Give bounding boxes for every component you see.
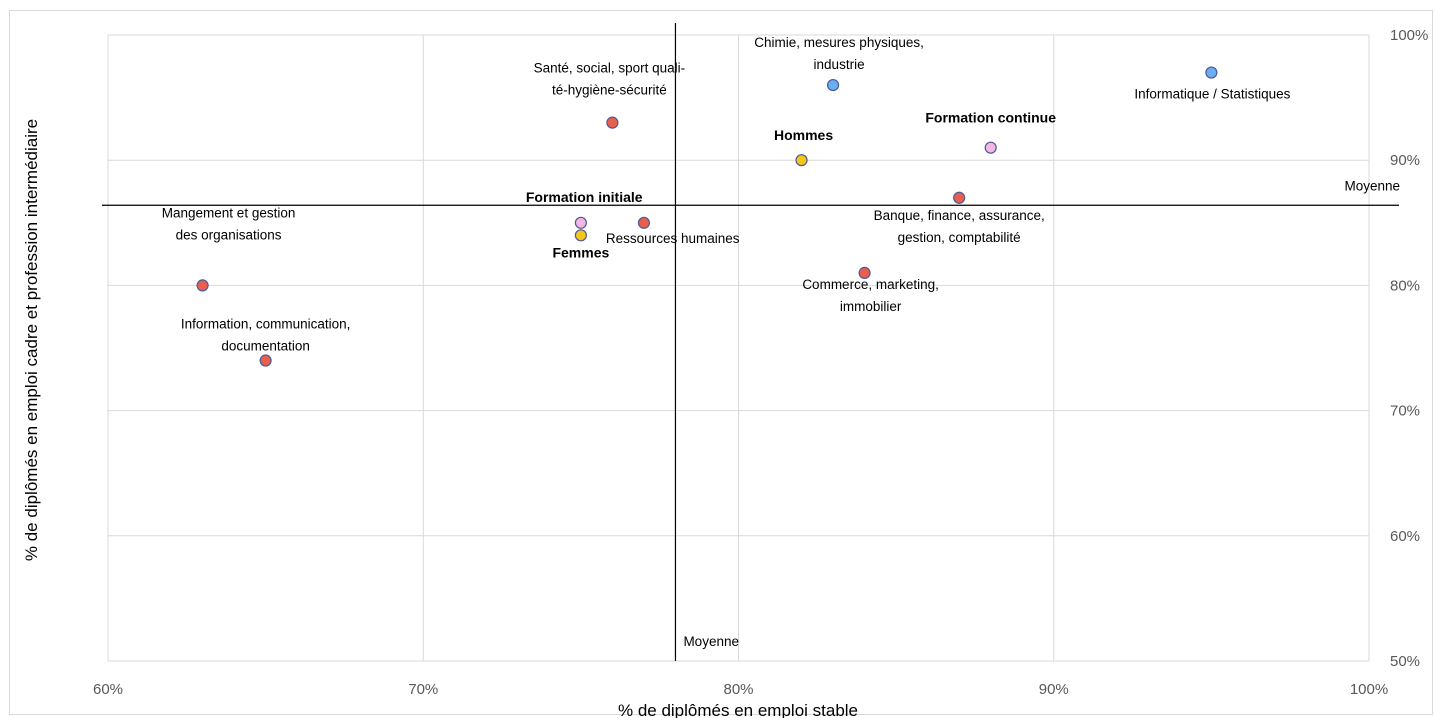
data-label: Mangement et gestion <box>162 205 296 220</box>
data-point <box>826 78 840 92</box>
y-tick-label: 80% <box>1390 277 1420 294</box>
x-mean-label: Moyenne <box>683 634 739 649</box>
x-tick-label: 90% <box>1039 681 1069 698</box>
data-label: Banque, finance, assurance, <box>874 208 1045 223</box>
data-label: Chimie, mesures physiques, <box>754 35 924 50</box>
data-point <box>953 191 966 204</box>
data-label: Formation initiale <box>526 189 643 205</box>
mean-reference-lines: Moyenne Moyenne <box>102 23 1400 661</box>
y-axis-title: % de diplômés en emploi cadre et profess… <box>22 119 41 561</box>
data-point <box>858 266 871 279</box>
data-point <box>574 216 587 229</box>
data-point <box>1205 66 1218 79</box>
data-label: Commerce, marketing, <box>802 277 939 292</box>
y-tick-label: 50% <box>1390 653 1420 670</box>
data-label: Ressources humaines <box>606 231 740 246</box>
data-point <box>574 229 587 242</box>
y-tick-label: 100% <box>1390 27 1428 44</box>
data-label: immobilier <box>840 299 902 314</box>
data-label: Informatique / Statistiques <box>1134 87 1290 102</box>
data-label: des organisations <box>176 227 282 242</box>
data-point <box>606 116 619 129</box>
data-point <box>259 354 272 367</box>
data-label: gestion, comptabilité <box>898 230 1021 245</box>
data-label: documentation <box>221 339 310 354</box>
x-tick-label: 70% <box>408 681 438 698</box>
point-labels: Santé, social, sport quali-té-hygiène-sé… <box>162 35 1291 353</box>
chart-frame <box>9 10 1433 715</box>
data-label: Hommes <box>774 127 833 143</box>
data-point <box>637 216 651 229</box>
x-tick-label: 100% <box>1350 681 1388 698</box>
x-axis-title: % de diplômés en emploi stable <box>618 701 858 718</box>
y-tick-label: 70% <box>1390 403 1420 420</box>
data-point <box>196 279 209 292</box>
data-label: Formation continue <box>925 110 1056 126</box>
data-point <box>984 141 997 154</box>
data-label: té-hygiène-sécurité <box>552 83 667 98</box>
x-tick-label: 60% <box>93 681 123 698</box>
x-tick-labels: 60% 70% 80% 90% 100% <box>93 681 1388 698</box>
data-label: Information, communication, <box>181 317 351 332</box>
gridlines <box>107 34 1370 662</box>
data-points <box>196 66 1218 367</box>
data-label: Femmes <box>552 244 609 260</box>
data-point <box>795 154 808 167</box>
data-label: industrie <box>814 57 865 72</box>
y-tick-label: 90% <box>1390 152 1420 169</box>
x-tick-label: 80% <box>723 681 753 698</box>
y-tick-label: 60% <box>1390 528 1420 545</box>
y-mean-label: Moyenne <box>1344 178 1400 193</box>
y-tick-labels: 50% 60% 70% 80% 90% 100% <box>1390 27 1428 670</box>
data-label: Santé, social, sport quali- <box>534 61 686 76</box>
